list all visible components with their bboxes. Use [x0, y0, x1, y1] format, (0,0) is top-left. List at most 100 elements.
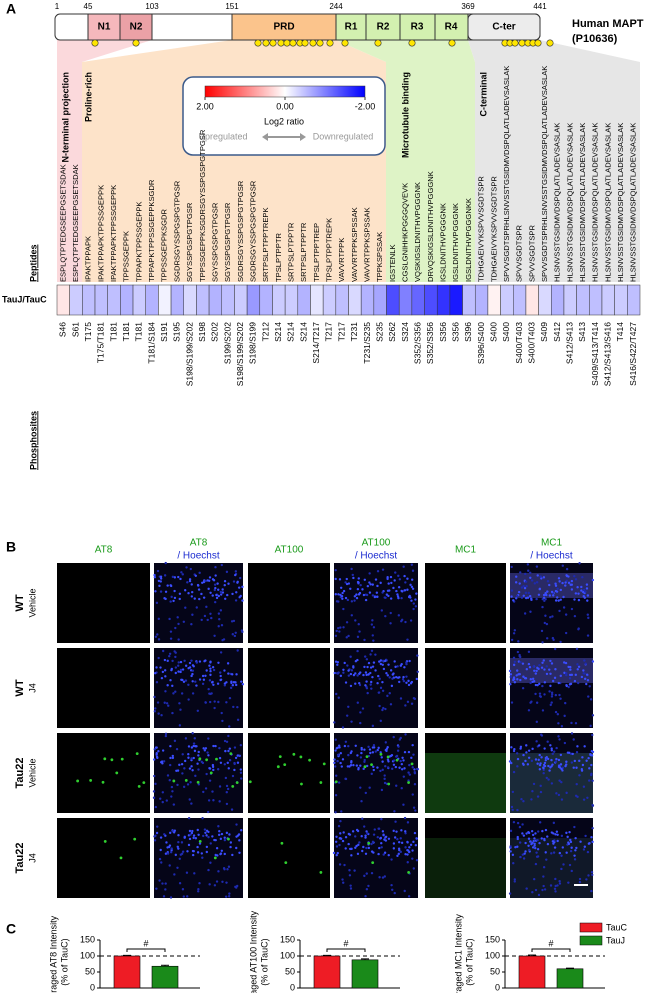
micrograph-merge	[334, 733, 418, 813]
nucleus	[335, 774, 338, 777]
bar	[518, 955, 546, 989]
nucleus	[180, 678, 183, 681]
phosphosite: S191	[159, 322, 169, 342]
nucleus	[345, 636, 348, 639]
nucleus	[190, 590, 194, 594]
nucleus	[510, 595, 513, 598]
nucleus	[384, 835, 388, 838]
nucleus	[364, 684, 367, 687]
nucleus	[530, 579, 534, 582]
nucleus	[554, 584, 558, 587]
nucleus	[541, 641, 544, 644]
nucleus	[367, 661, 371, 665]
nucleus	[542, 596, 546, 599]
nucleus	[228, 725, 231, 728]
nucleus	[532, 782, 536, 786]
nucleus	[534, 672, 537, 675]
nucleus	[214, 566, 217, 569]
nucleus	[334, 634, 338, 638]
nucleus	[155, 752, 158, 755]
phosphosite: S396	[463, 322, 473, 342]
peptide: TDHGAEIVYKSPVVSGDTSPR	[489, 176, 498, 282]
nucleus	[531, 790, 534, 793]
nucleus	[183, 659, 186, 662]
nucleus	[153, 672, 157, 675]
nucleus	[175, 747, 179, 751]
nucleus	[394, 676, 398, 679]
nucleus	[516, 650, 520, 654]
nucleus	[519, 745, 523, 749]
nucleus	[378, 660, 381, 663]
nucleus	[363, 825, 366, 828]
nucleus	[557, 722, 560, 725]
nucleus	[401, 756, 404, 759]
nucleus	[399, 664, 403, 667]
nucleus	[204, 701, 207, 704]
nucleus	[347, 705, 350, 708]
nucleus	[350, 854, 353, 857]
nucleus	[570, 583, 574, 586]
nucleus	[545, 858, 548, 861]
phosphosite: T231	[349, 322, 359, 342]
nucleus	[369, 666, 373, 669]
nucleus	[191, 853, 195, 857]
nucleus	[569, 849, 573, 853]
nucleus	[590, 772, 593, 776]
nucleus	[197, 890, 200, 893]
nucleus	[161, 649, 165, 653]
bar	[113, 955, 141, 989]
nucleus	[516, 845, 519, 848]
nucleus	[408, 763, 411, 767]
y-label-unit: (% of TauC)	[259, 938, 269, 985]
nucleus	[570, 732, 574, 735]
nucleus	[168, 763, 172, 767]
panel-letter: A	[6, 1, 16, 17]
peptide: SGYSSPGSPGTPGSR	[185, 202, 194, 282]
nucleus	[174, 671, 177, 675]
nucleus	[214, 744, 217, 748]
peptide: SPVVSGDTSPRHLSNVSSTGSIDMVDSPQLATLADEVSAS…	[540, 66, 549, 282]
nucleus	[393, 891, 396, 895]
nucleus	[204, 674, 207, 677]
nucleus	[234, 756, 238, 760]
nucleus	[218, 756, 222, 760]
nucleus	[362, 767, 365, 771]
nucleus	[342, 589, 346, 593]
nucleus	[386, 694, 389, 698]
nucleus	[335, 692, 338, 696]
nucleus	[188, 578, 192, 581]
nucleus	[525, 832, 528, 835]
nucleus	[395, 589, 398, 593]
nucleus	[210, 681, 214, 684]
nucleus	[176, 616, 179, 619]
peptide: IGSLDNITHVPGGGNK	[451, 203, 460, 282]
nucleus	[363, 758, 366, 762]
nucleus	[349, 655, 352, 658]
nucleus	[591, 873, 594, 877]
nucleus	[369, 751, 372, 755]
nucleus	[553, 647, 557, 651]
nucleus	[397, 614, 401, 617]
nucleus	[233, 746, 237, 749]
nucleus	[534, 758, 538, 761]
nucleus	[198, 571, 201, 575]
nucleus	[371, 840, 375, 844]
nucleus	[390, 754, 394, 757]
micrograph	[425, 648, 506, 728]
nucleus	[177, 638, 180, 641]
nucleus	[404, 704, 407, 707]
nucleus	[522, 834, 526, 837]
nucleus	[153, 839, 157, 842]
nucleus	[512, 599, 515, 602]
nucleus	[590, 889, 593, 893]
nucleus	[372, 833, 376, 836]
nucleus	[512, 749, 516, 753]
nucleus	[343, 661, 346, 665]
nucleus	[363, 655, 367, 658]
micrograph	[248, 563, 330, 643]
stain	[510, 838, 593, 898]
nucleus	[351, 573, 354, 577]
nucleus	[184, 737, 188, 740]
nucleus	[528, 848, 531, 852]
nucleus	[349, 884, 352, 887]
